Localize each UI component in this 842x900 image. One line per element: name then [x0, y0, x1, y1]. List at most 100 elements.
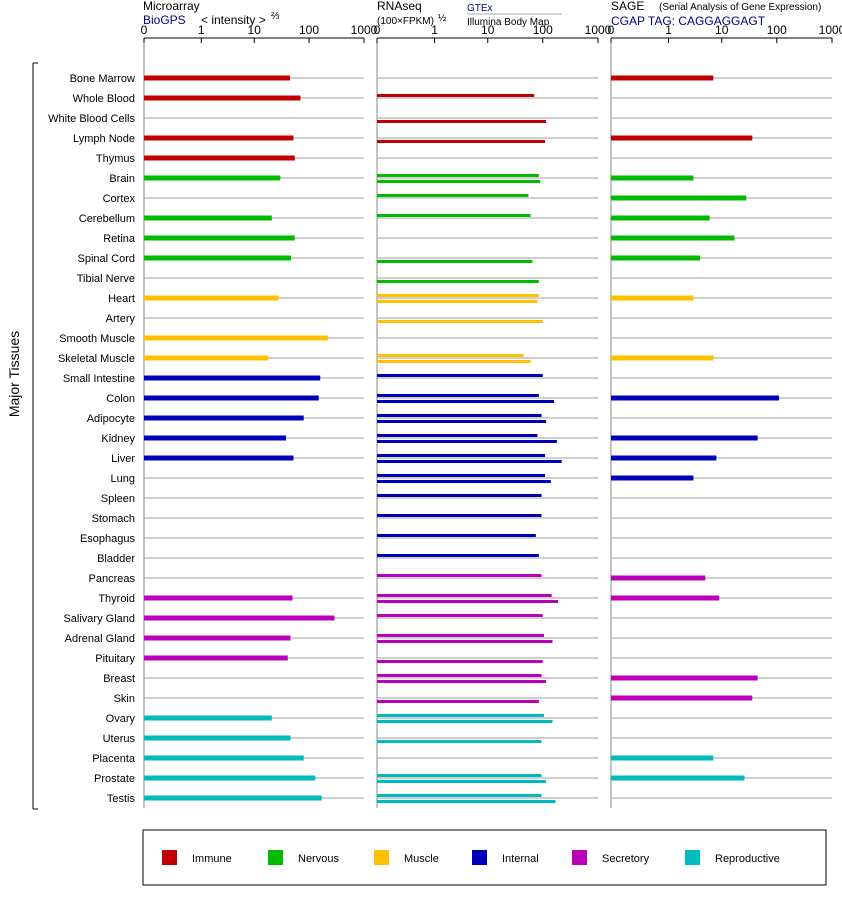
bar-rnaseq-kidney [377, 440, 557, 443]
x-tick-label: 0 [374, 23, 381, 37]
bar-sage-pancreas [611, 575, 706, 581]
legend-swatch-nervous [268, 850, 283, 865]
tissue-label: Testis [107, 793, 136, 805]
y-axis-bracket: Major Tissues [6, 62, 38, 810]
bar-sage-liver [611, 455, 717, 461]
bar-rnaseq-cerebellum [377, 214, 531, 217]
legend-label-reproductive: Reproductive [715, 853, 780, 865]
x-tick-label: 1 [665, 23, 672, 37]
series-label-gtex: GTEx [467, 3, 493, 14]
tissue-label: Lung [111, 473, 135, 485]
legend-swatch-internal [472, 850, 487, 865]
bar-rnaseq-thyroid [377, 600, 559, 603]
bar-rnaseq-brain [377, 180, 541, 183]
series-label-illumina: Illumina Body Map [467, 17, 550, 28]
bar-rnaseq-testis [377, 800, 556, 803]
bar-microarray-adipocyte [144, 415, 304, 421]
tissue-label: White Blood Cells [48, 113, 135, 125]
bar-rnaseq-lymph-node [377, 140, 546, 143]
bar-microarray-whole-blood [144, 95, 301, 101]
tissue-label: Skin [114, 693, 135, 705]
y-axis-label: Major Tissues [6, 331, 22, 417]
tissue-label: Cortex [103, 193, 136, 205]
bar-rnaseq-prostate [377, 780, 547, 783]
bar-rnaseq-breast [377, 680, 547, 683]
tissue-label: Small Intestine [63, 373, 135, 385]
bar-rnaseq-adipocyte [377, 420, 547, 423]
bar-rnaseq-lung [377, 480, 551, 483]
x-tick-label: 1000 [819, 23, 842, 37]
bar-rnaseq-spinal-cord [377, 260, 533, 263]
tissue-label: Bone Marrow [70, 73, 135, 85]
bar-sage-cortex [611, 195, 747, 201]
tissue-label: Spleen [101, 493, 135, 505]
bar-microarray-thyroid [144, 595, 293, 601]
bar-rnaseq-testis [377, 794, 542, 797]
bar-microarray-cerebellum [144, 215, 272, 221]
bar-sage-brain [611, 175, 694, 181]
bar-rnaseq-bladder [377, 554, 539, 557]
tissue-label: Heart [108, 293, 135, 305]
bar-sage-lymph-node [611, 135, 753, 141]
tissue-label: Skeletal Muscle [58, 353, 135, 365]
bar-microarray-placenta [144, 755, 304, 761]
tissue-label: Pancreas [89, 573, 136, 585]
tissue-label: Adrenal Gland [65, 633, 135, 645]
x-tick-label: 0 [608, 23, 615, 37]
legend-label-nervous: Nervous [298, 853, 339, 865]
bar-rnaseq-heart [377, 294, 539, 297]
bar-microarray-prostate [144, 775, 316, 781]
bar-rnaseq-liver [377, 454, 546, 457]
bar-rnaseq-skeletal-muscle [377, 354, 524, 357]
bar-sage-heart [611, 295, 694, 301]
legend-swatch-muscle [374, 850, 389, 865]
bar-rnaseq-brain [377, 174, 539, 177]
x-tick-label: 0 [141, 23, 148, 37]
bar-rnaseq-skeletal-muscle [377, 360, 531, 363]
tissue-label: Esophagus [80, 533, 136, 545]
bar-rnaseq-white-blood-cells [377, 120, 547, 123]
tissue-label: Retina [103, 233, 136, 245]
bar-microarray-liver [144, 455, 294, 461]
bar-sage-thyroid [611, 595, 720, 601]
tissue-label: Uterus [103, 733, 136, 745]
legend: Immune Nervous Muscle Internal Secretory Repr… [142, 829, 827, 886]
bar-rnaseq-adrenal-gland [377, 634, 544, 637]
bar-rnaseq-small-intestine [377, 374, 543, 377]
x-tick-label: 100 [767, 23, 787, 37]
bar-sage-lung [611, 475, 694, 481]
bar-microarray-kidney [144, 435, 286, 441]
bar-microarray-testis [144, 795, 322, 801]
legend-swatch-reproductive [685, 850, 700, 865]
bar-sage-bone-marrow [611, 75, 714, 81]
panel-rnaseq: 0 1 10 100 1000 RNAseq (100×FPKM) ½ GTEx Illumina… [374, 0, 612, 808]
legend-label-immune: Immune [192, 853, 232, 865]
panel-title: Microarray [143, 0, 200, 13]
bar-rnaseq-lung [377, 474, 546, 477]
tissue-label: Brain [109, 173, 135, 185]
bar-rnaseq-ovary [377, 714, 544, 717]
x-tick-label: 1 [431, 23, 438, 37]
x-tick-label: 1000 [351, 23, 378, 37]
bar-rnaseq-pancreas [377, 574, 542, 577]
panel-subtitle: (100×FPKM) [377, 16, 434, 27]
bar-microarray-retina [144, 235, 295, 241]
bar-sage-skin [611, 695, 753, 701]
bar-rnaseq-kidney [377, 434, 538, 437]
panel-title: RNAseq [377, 0, 422, 13]
tissue-label: Thyroid [98, 593, 135, 605]
tissue-label: Colon [106, 393, 135, 405]
bar-rnaseq-esophagus [377, 534, 536, 537]
tissue-label: Cerebellum [79, 213, 135, 225]
bar-microarray-uterus [144, 735, 291, 741]
bar-microarray-skeletal-muscle [144, 355, 269, 361]
tissue-label: Bladder [97, 553, 135, 565]
bar-rnaseq-heart [377, 300, 538, 303]
bar-rnaseq-adipocyte [377, 414, 542, 417]
bar-rnaseq-colon [377, 394, 539, 397]
bar-sage-kidney [611, 435, 758, 441]
panel-subtitle: BioGPS [143, 13, 186, 27]
tissue-label: Whole Blood [73, 93, 135, 105]
